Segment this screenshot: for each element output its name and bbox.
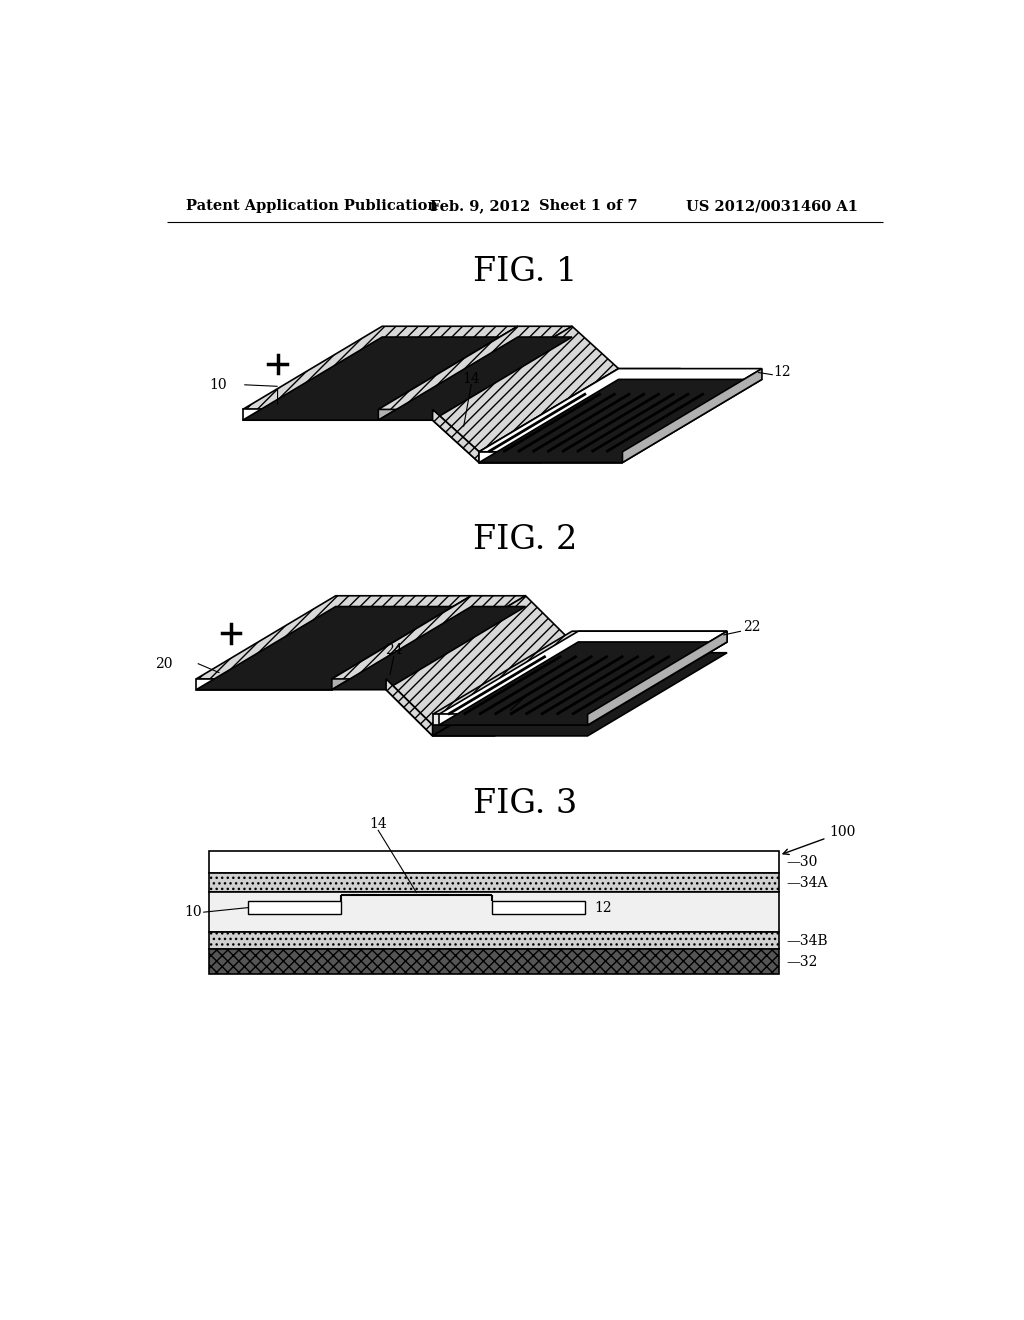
Polygon shape (378, 326, 572, 409)
Polygon shape (332, 607, 525, 689)
Polygon shape (197, 595, 471, 678)
Text: 10: 10 (210, 378, 227, 392)
Polygon shape (432, 409, 479, 462)
Text: 26: 26 (524, 680, 542, 694)
Polygon shape (248, 902, 341, 913)
Polygon shape (209, 932, 779, 949)
Polygon shape (386, 678, 432, 737)
Text: 22: 22 (742, 620, 760, 635)
Polygon shape (209, 892, 779, 932)
Polygon shape (479, 451, 623, 462)
Polygon shape (588, 631, 727, 725)
Polygon shape (243, 409, 378, 420)
Polygon shape (432, 653, 634, 737)
Polygon shape (332, 595, 525, 678)
Text: —30: —30 (786, 855, 818, 869)
Text: 12: 12 (595, 900, 612, 915)
Polygon shape (332, 595, 471, 689)
Text: 12: 12 (773, 366, 792, 379)
Text: FIG. 2: FIG. 2 (473, 524, 577, 556)
Polygon shape (432, 714, 588, 725)
Polygon shape (588, 631, 727, 725)
Polygon shape (432, 642, 634, 725)
Polygon shape (623, 368, 762, 462)
Text: 20: 20 (156, 656, 173, 671)
Text: US 2012/0031460 A1: US 2012/0031460 A1 (686, 199, 858, 213)
Polygon shape (432, 631, 727, 714)
Text: —34B: —34B (786, 933, 828, 948)
Polygon shape (197, 678, 332, 689)
Text: Feb. 9, 2012: Feb. 9, 2012 (430, 199, 530, 213)
Text: Patent Application Publication: Patent Application Publication (186, 199, 438, 213)
Polygon shape (432, 326, 618, 451)
Polygon shape (438, 642, 727, 725)
Polygon shape (438, 714, 588, 725)
Polygon shape (432, 337, 618, 462)
Text: FIG. 3: FIG. 3 (473, 788, 577, 820)
Polygon shape (386, 607, 572, 737)
Polygon shape (386, 595, 572, 725)
Polygon shape (209, 949, 779, 974)
Polygon shape (243, 337, 518, 420)
Text: 100: 100 (783, 825, 856, 854)
Polygon shape (378, 326, 518, 420)
Text: —34A: —34A (786, 875, 828, 890)
Polygon shape (209, 873, 779, 892)
Polygon shape (479, 368, 762, 451)
Text: 10: 10 (184, 906, 202, 919)
Polygon shape (209, 851, 779, 873)
Text: —32: —32 (786, 954, 818, 969)
Text: 14: 14 (463, 372, 480, 385)
Text: 24: 24 (385, 643, 402, 656)
Polygon shape (378, 337, 572, 420)
Polygon shape (197, 607, 471, 689)
Text: 14: 14 (369, 817, 387, 832)
Text: Sheet 1 of 7: Sheet 1 of 7 (539, 199, 637, 213)
Polygon shape (479, 368, 681, 451)
Polygon shape (493, 902, 586, 913)
Polygon shape (438, 631, 727, 714)
Text: FIG. 1: FIG. 1 (473, 256, 577, 288)
Polygon shape (243, 326, 518, 409)
Polygon shape (432, 653, 727, 737)
Polygon shape (479, 379, 681, 462)
Polygon shape (479, 379, 762, 462)
